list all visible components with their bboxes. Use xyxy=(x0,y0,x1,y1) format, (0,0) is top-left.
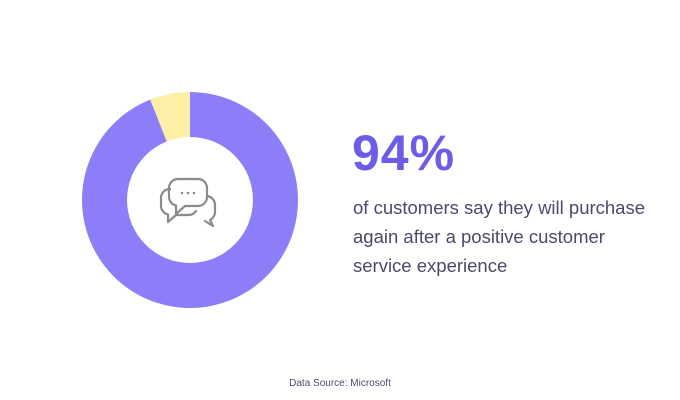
stat-value: 94% xyxy=(352,125,456,181)
donut-hole xyxy=(127,137,253,263)
chat-bubbles-icon xyxy=(159,177,217,228)
stat-description: of customers say they will purchase agai… xyxy=(353,197,646,276)
donut-chart xyxy=(82,92,298,308)
data-source-note: Data Source: Microsoft xyxy=(289,378,391,389)
